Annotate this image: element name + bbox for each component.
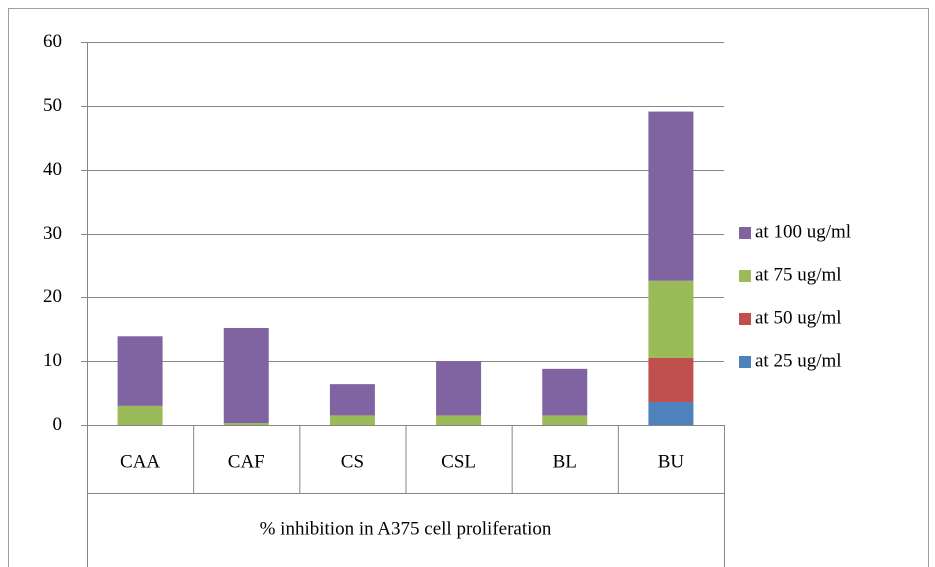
legend-swatch xyxy=(739,227,751,239)
legend-label: at 75 ug/ml xyxy=(755,264,842,285)
bar-segment xyxy=(648,402,694,425)
legend-label: at 25 ug/ml xyxy=(755,350,842,371)
bar-segment xyxy=(329,384,375,416)
bar-segment xyxy=(542,415,588,425)
y-tick-label: 40 xyxy=(43,159,62,180)
y-tick-label: 20 xyxy=(43,286,62,307)
bar-segment xyxy=(648,280,694,358)
bar-segment xyxy=(223,327,269,424)
chart-frame xyxy=(8,8,929,567)
x-tick-label: CS xyxy=(341,451,364,472)
x-tick-label: CAA xyxy=(120,451,160,472)
x-tick-label: CAF xyxy=(228,451,265,472)
y-tick-label: 50 xyxy=(43,95,62,116)
y-tick-label: 10 xyxy=(43,350,62,371)
legend-swatch xyxy=(739,270,751,282)
bar-segment xyxy=(648,111,694,281)
bar-segment xyxy=(436,361,482,416)
x-tick-label: BU xyxy=(658,451,685,472)
bar-segment xyxy=(436,415,482,425)
legend-swatch xyxy=(739,356,751,368)
y-tick-label: 60 xyxy=(43,31,62,52)
x-tick-label: BL xyxy=(553,451,577,472)
bar-segment xyxy=(223,423,269,425)
bar-segment xyxy=(542,368,588,416)
y-tick-label: 30 xyxy=(43,223,62,244)
y-tick-label: 0 xyxy=(53,414,63,435)
bar-segment xyxy=(648,357,694,403)
legend-swatch xyxy=(739,313,751,325)
x-axis-label: % inhibition in A375 cell proliferation xyxy=(260,518,552,539)
x-tick-label: CSL xyxy=(441,451,476,472)
bar-segment xyxy=(329,415,375,425)
bar-segment xyxy=(117,336,163,406)
bar-segment xyxy=(117,405,163,425)
legend-label: at 100 ug/ml xyxy=(755,221,851,242)
legend-label: at 50 ug/ml xyxy=(755,307,842,328)
